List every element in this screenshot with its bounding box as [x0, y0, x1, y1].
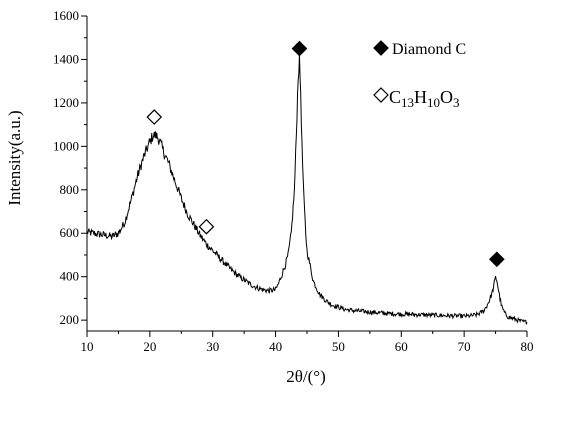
legend-open-diamond-icon — [373, 87, 389, 103]
y-tick-label: 1600 — [53, 8, 79, 23]
legend-filled-diamond-icon — [373, 40, 389, 56]
y-tick-label: 600 — [60, 225, 80, 240]
x-tick-label: 10 — [81, 339, 94, 354]
axes — [86, 16, 527, 332]
y-tick-label: 400 — [60, 269, 80, 284]
x-tick-label: 60 — [395, 339, 408, 354]
x-tick-label: 20 — [143, 339, 156, 354]
y-tick-label: 1200 — [53, 95, 79, 110]
filled-diamond-marker — [291, 40, 308, 57]
xrd-series-line — [86, 54, 528, 325]
x-axis-label: 2θ/(°) — [286, 367, 326, 386]
y-tick-label: 800 — [60, 182, 80, 197]
y-tick-label: 1400 — [53, 51, 79, 66]
legend-label-diamond-c: Diamond C — [392, 41, 466, 58]
peak-markers — [146, 40, 505, 268]
y-tick-label: 1000 — [53, 138, 79, 153]
x-tick-label: 30 — [206, 339, 219, 354]
x-tick-label: 50 — [332, 339, 345, 354]
x-tick-label: 80 — [521, 339, 534, 354]
x-tick-label: 70 — [458, 339, 471, 354]
open-diamond-marker — [198, 218, 215, 235]
legend: Diamond C C13H10O3 — [373, 40, 466, 110]
series — [86, 54, 528, 325]
legend-label-compound: C13H10O3 — [389, 87, 460, 110]
x-tick-label: 40 — [269, 339, 282, 354]
y-tick-label: 200 — [60, 312, 80, 327]
y-axis-label: Intensity(a.u.) — [5, 110, 24, 205]
filled-diamond-marker — [488, 251, 505, 268]
ticks: 10 20 30 40 50 60 70 80 200 400 600 800 1000 1200 1400… — [53, 8, 534, 354]
open-diamond-marker — [146, 109, 163, 125]
